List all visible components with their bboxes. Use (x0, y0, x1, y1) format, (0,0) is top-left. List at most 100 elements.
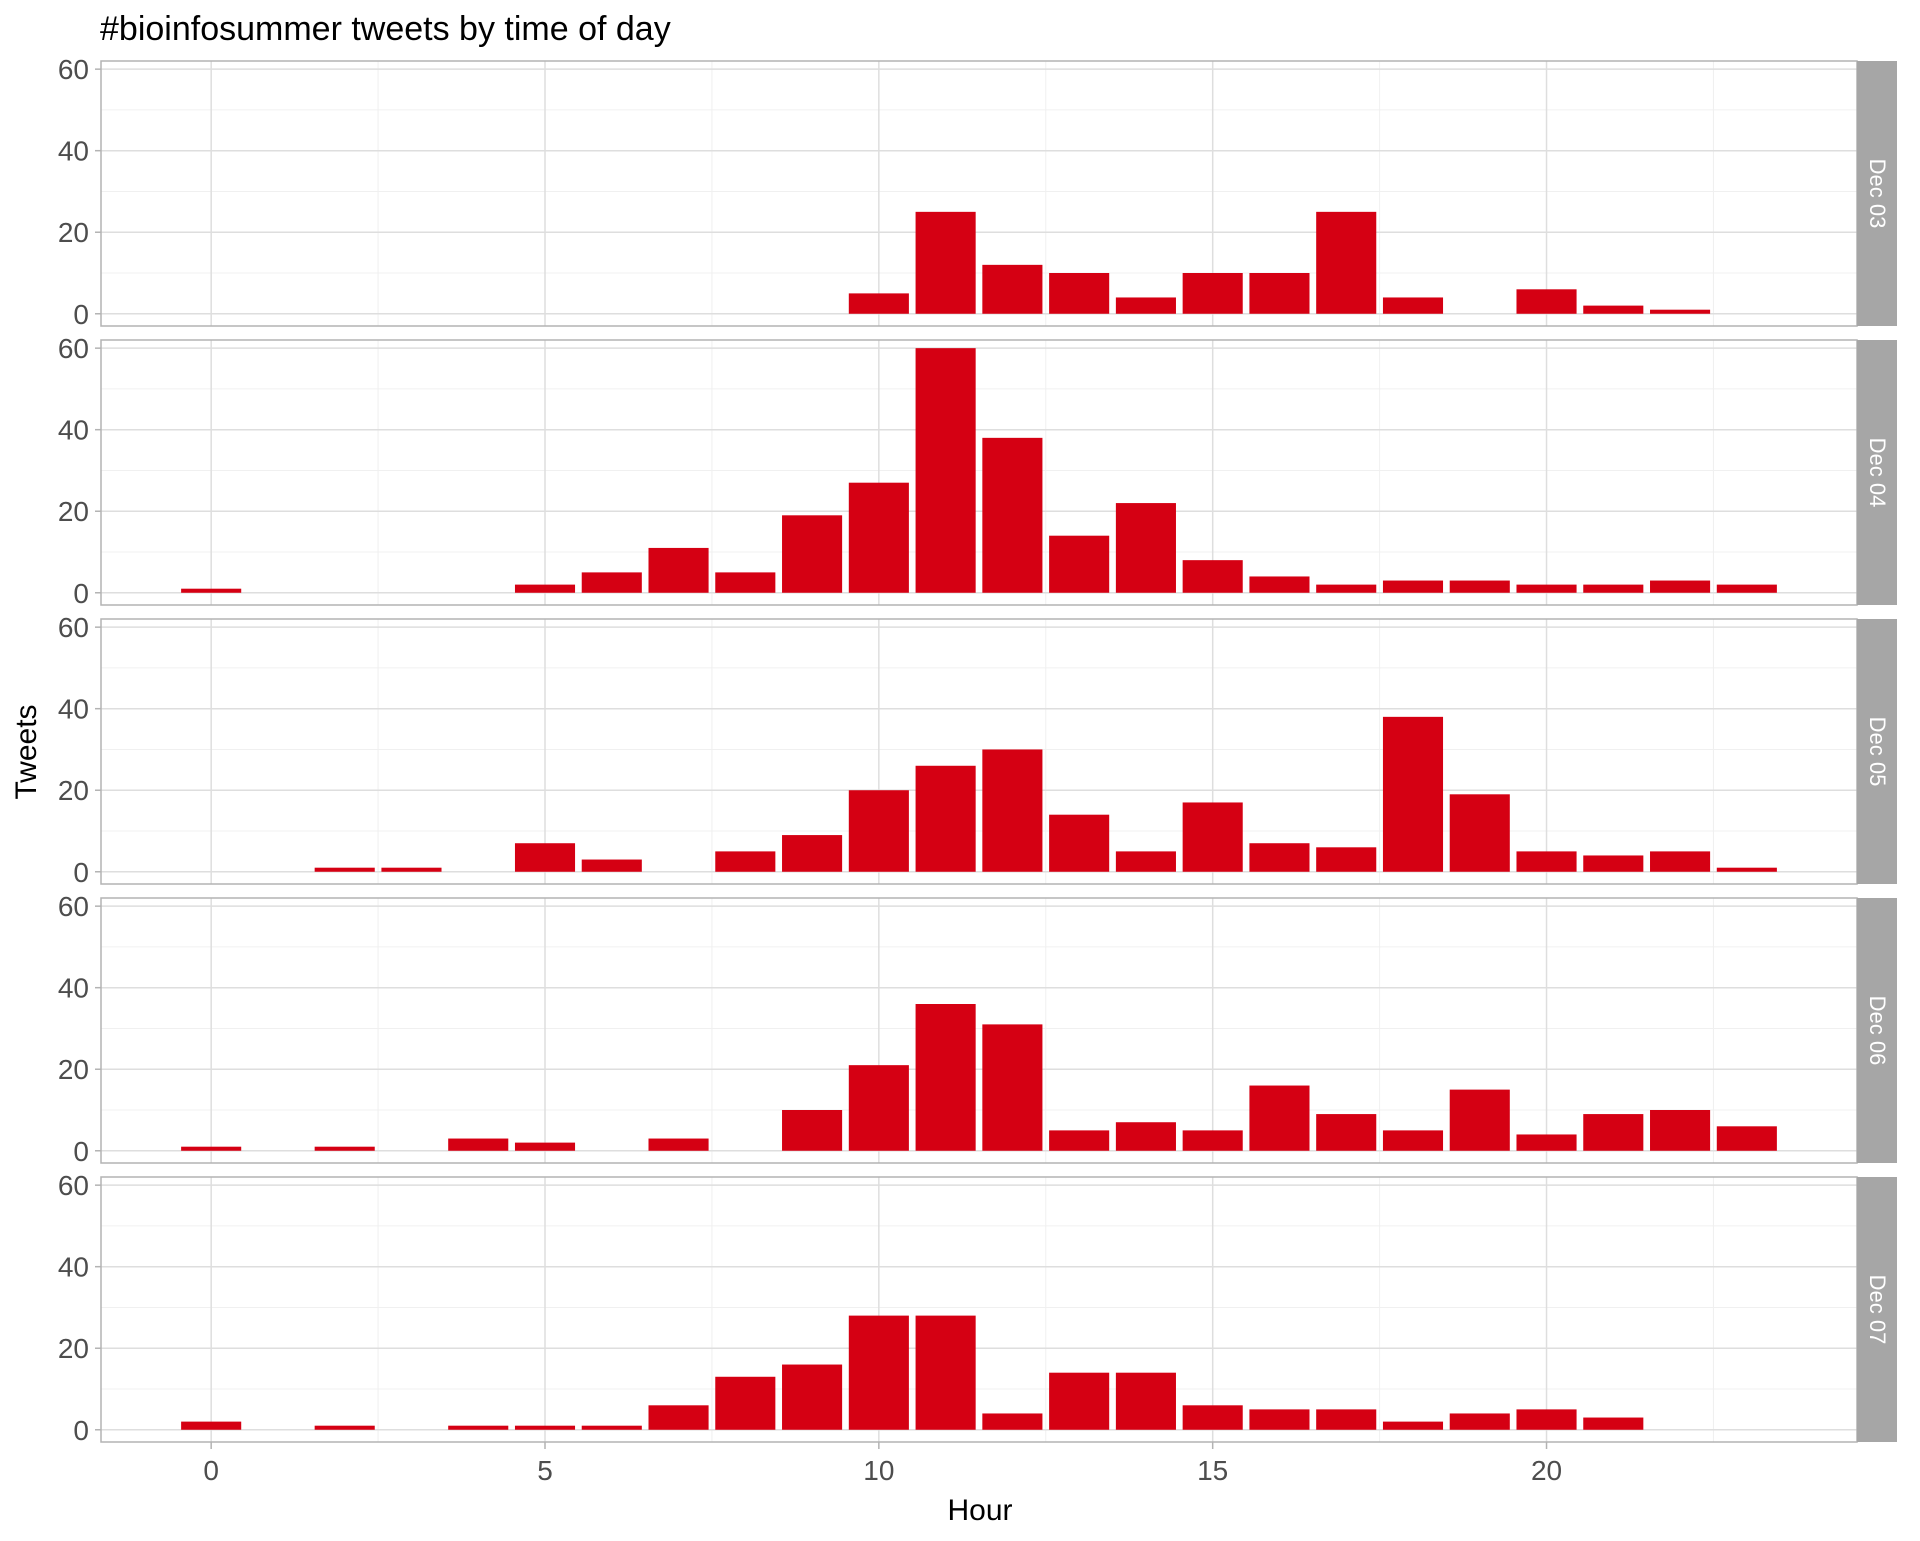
bar (1115, 297, 1176, 314)
bar (1316, 211, 1377, 314)
y-tick-label: 0 (73, 299, 89, 330)
facet-strip-label: Dec 06 (1865, 996, 1890, 1066)
bar (448, 1138, 509, 1151)
bar (1316, 1409, 1377, 1430)
bar (1249, 843, 1310, 872)
bar (915, 211, 976, 314)
y-tick-label: 40 (58, 136, 89, 167)
panel-background (101, 1177, 1857, 1442)
bar (1249, 1085, 1310, 1151)
y-tick-label: 40 (58, 694, 89, 725)
bar (1182, 1405, 1243, 1430)
bar (648, 1405, 709, 1430)
y-tick-label: 20 (58, 1054, 89, 1085)
bar (1516, 1134, 1577, 1151)
bar (1516, 289, 1577, 314)
bar (1182, 1130, 1243, 1151)
bar (848, 1315, 909, 1430)
bar (181, 1421, 242, 1430)
bar (1583, 1114, 1644, 1151)
bar (1516, 584, 1577, 593)
y-tick-label: 0 (73, 1415, 89, 1446)
bar (1583, 855, 1644, 872)
bar (848, 293, 909, 314)
bar (782, 1364, 843, 1430)
bar (314, 1425, 375, 1430)
bar (1316, 584, 1377, 593)
facet-strip-label: Dec 07 (1865, 1275, 1890, 1345)
bar (848, 482, 909, 593)
x-axis-title: Hour (947, 1494, 1012, 1527)
bar (514, 584, 576, 593)
facet-strip (1857, 898, 1897, 1163)
bar (1716, 867, 1777, 872)
bar (648, 1138, 709, 1151)
bar (1449, 794, 1510, 872)
bar (1650, 851, 1711, 872)
y-tick-label: 60 (58, 612, 89, 643)
x-axis: 0 5 10 15 20 (203, 1442, 1562, 1486)
bar (1516, 851, 1577, 872)
bar (1449, 1089, 1510, 1151)
bar (915, 1315, 976, 1430)
facet-panel: 0 20 40 60 Dec 05 (58, 612, 1897, 888)
bar (1049, 1372, 1110, 1430)
bar (715, 851, 776, 872)
facet-strip-label: Dec 03 (1865, 159, 1890, 229)
bar (782, 1110, 843, 1151)
bar (982, 264, 1043, 314)
bar (1650, 1110, 1711, 1151)
bar (1716, 1126, 1777, 1151)
x-tick-label: 20 (1531, 1455, 1562, 1486)
bar (514, 843, 576, 872)
bar (1583, 305, 1644, 314)
bar (448, 1425, 509, 1430)
bar (1182, 560, 1243, 593)
y-tick-label: 40 (58, 415, 89, 446)
bar (1316, 847, 1377, 872)
facet-strip-label: Dec 05 (1865, 717, 1890, 787)
bar (1049, 273, 1110, 314)
y-tick-label: 20 (58, 1333, 89, 1364)
bar (1382, 1130, 1444, 1151)
x-tick-label: 5 (537, 1455, 553, 1486)
bar (1449, 580, 1510, 593)
bar (1650, 309, 1711, 314)
bar (1049, 814, 1110, 872)
bar (181, 1146, 242, 1151)
facet-panel: 0 20 40 60 Dec 03 (58, 54, 1897, 330)
bar (314, 1146, 375, 1151)
y-tick-label: 40 (58, 1252, 89, 1283)
bar (1650, 580, 1711, 593)
bar (1182, 273, 1243, 314)
y-tick-label: 20 (58, 775, 89, 806)
bar (715, 1376, 776, 1430)
bar (581, 859, 642, 872)
bar (1115, 1372, 1176, 1430)
bar (1115, 1122, 1176, 1151)
bar (1249, 1409, 1310, 1430)
bar (1115, 503, 1176, 593)
panel-background (101, 340, 1857, 605)
bar (915, 1004, 976, 1151)
bar (1716, 584, 1777, 593)
bar (782, 835, 843, 872)
y-tick-label: 0 (73, 1136, 89, 1167)
facet-strip-label: Dec 04 (1865, 438, 1890, 508)
facet-strip (1857, 619, 1897, 884)
bar (181, 588, 242, 593)
bar (581, 1425, 642, 1430)
bar (1249, 273, 1310, 314)
bar (1316, 1114, 1377, 1151)
bar (1382, 297, 1444, 314)
bar (1382, 1421, 1444, 1430)
bar (915, 765, 976, 872)
chart-title: #bioinfosummer tweets by time of day (100, 10, 671, 48)
bar (514, 1142, 576, 1151)
bar (1583, 1417, 1644, 1430)
bar (1382, 580, 1444, 593)
y-tick-label: 60 (58, 333, 89, 364)
